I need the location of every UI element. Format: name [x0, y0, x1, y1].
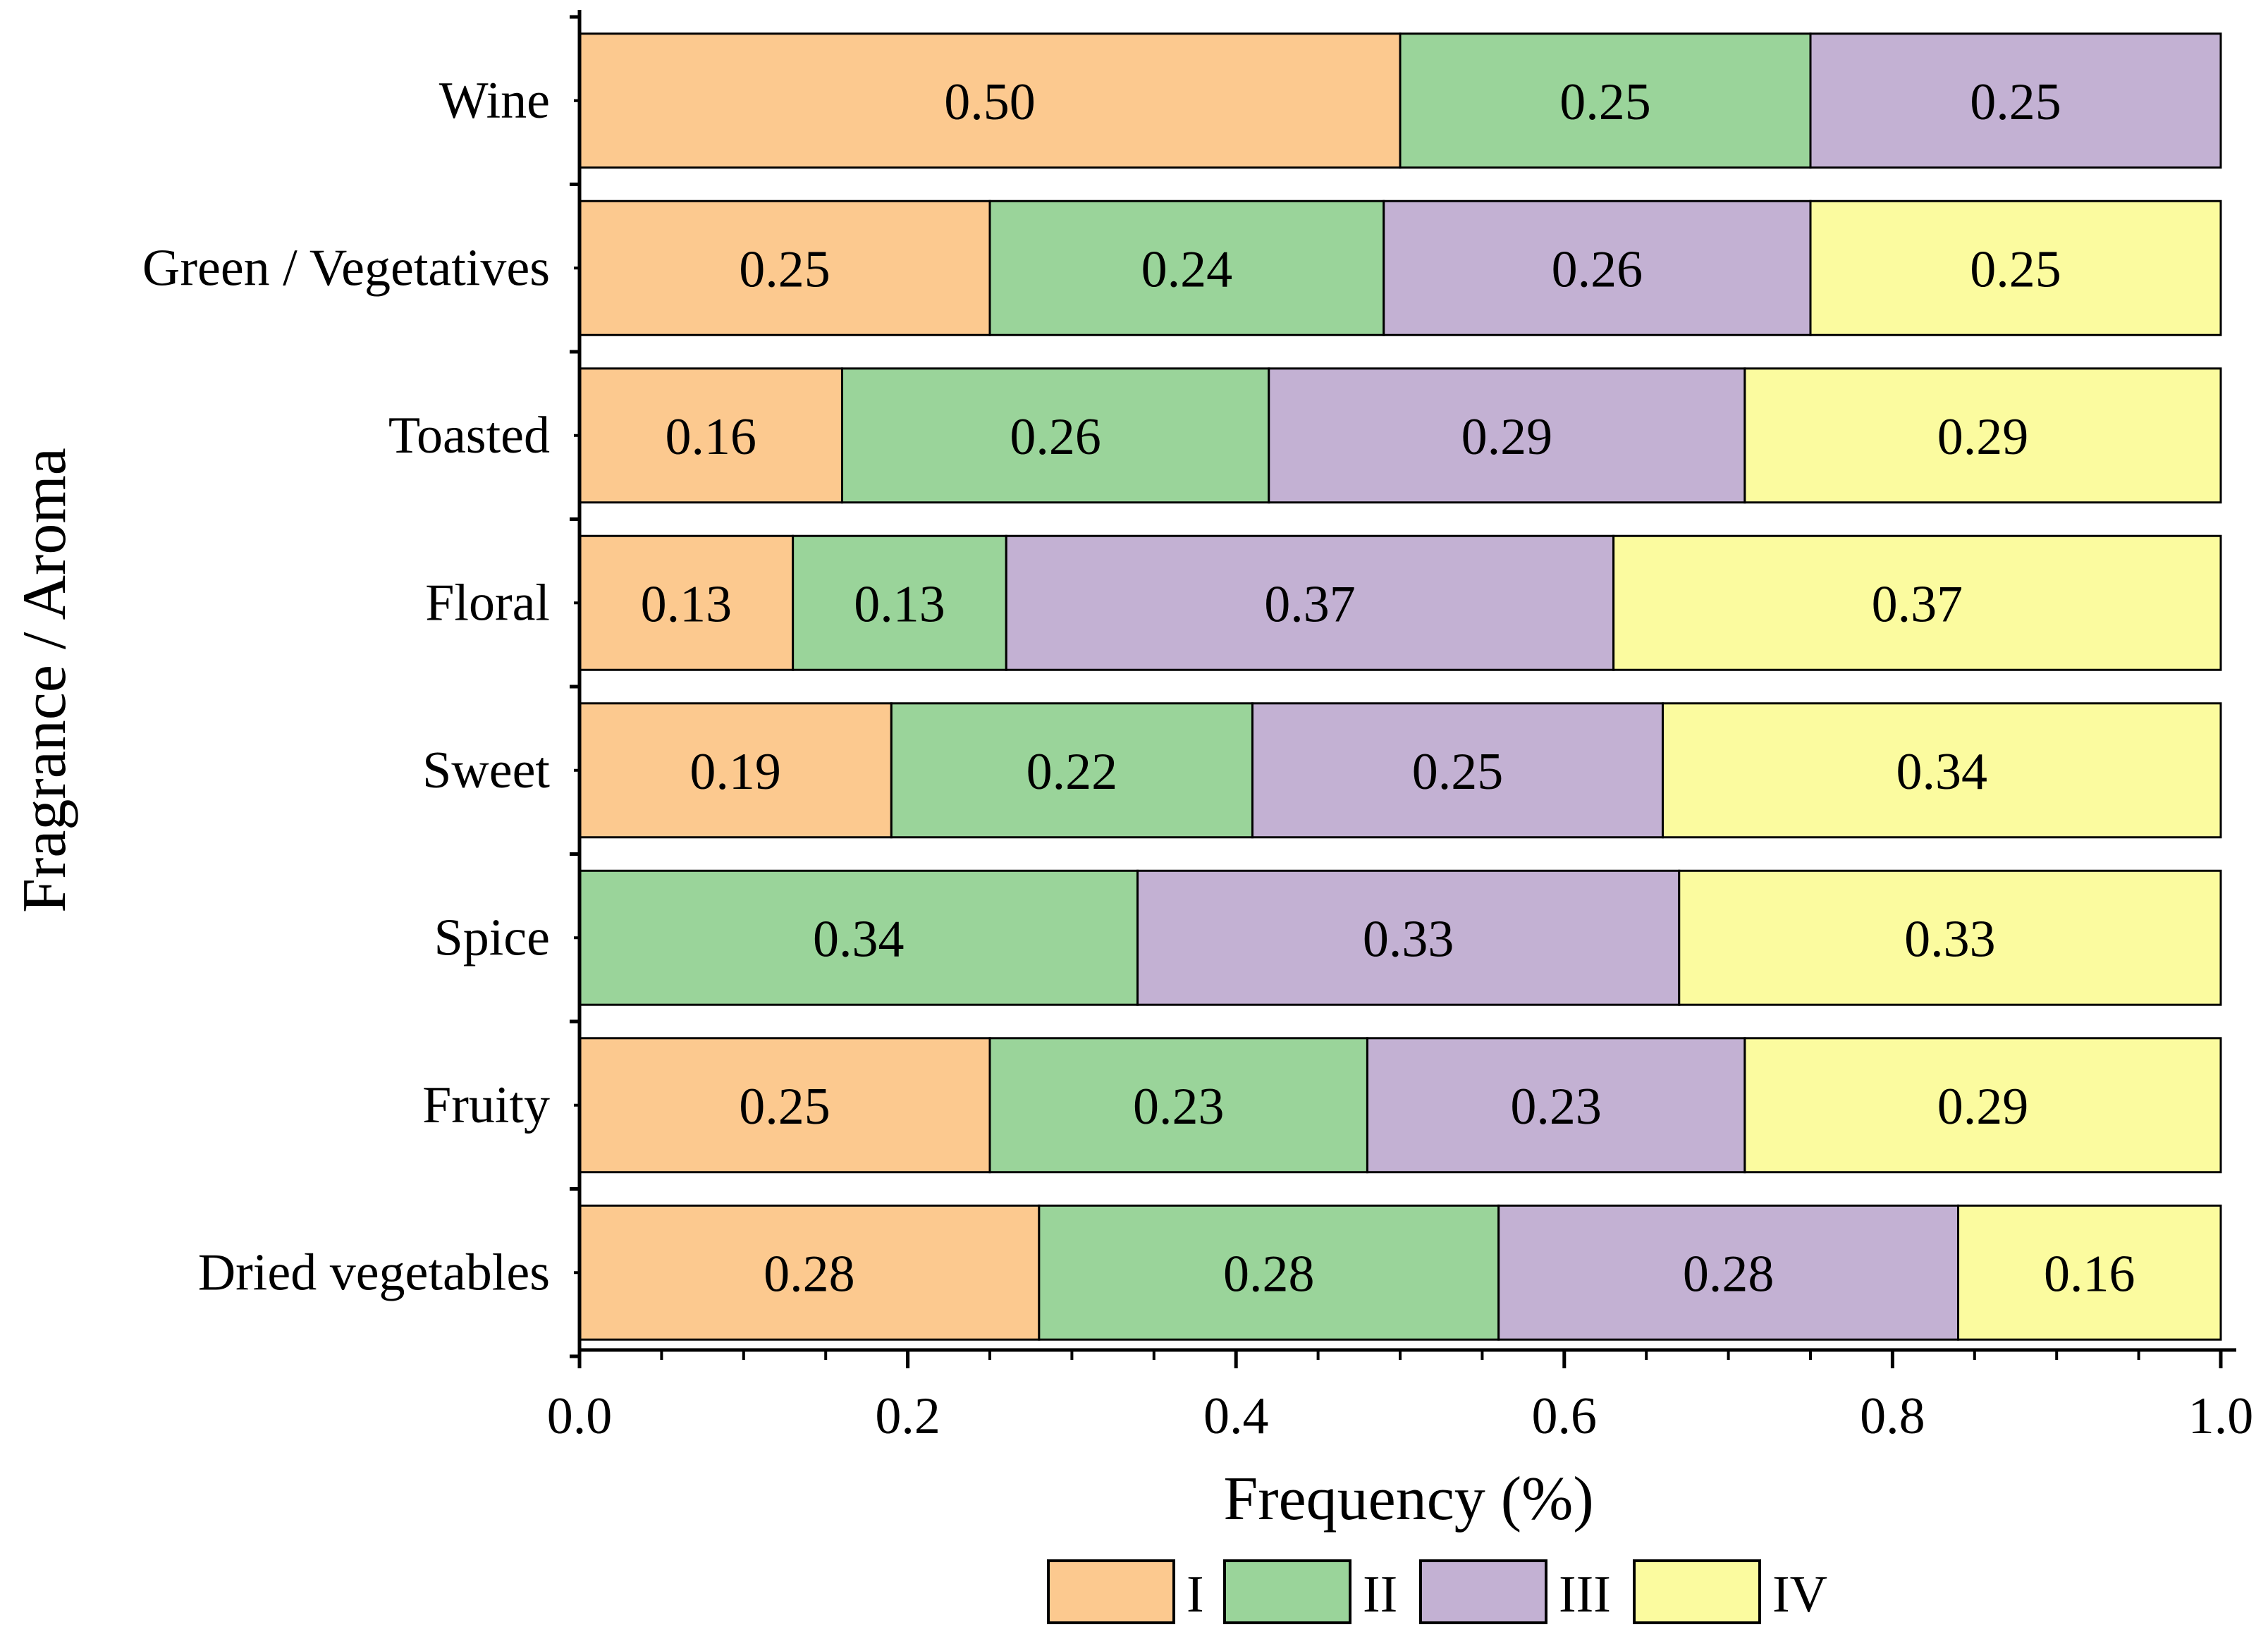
bar-segment [1809, 32, 2222, 169]
bar-segment [1399, 32, 1812, 169]
bar-value-label: 0.25 [1970, 240, 2061, 298]
bar-value-label: 0.28 [1223, 1245, 1315, 1303]
bar-segment [1366, 1037, 1746, 1174]
bar-value-label: 0.34 [1896, 743, 1987, 801]
bar-segment [578, 1037, 991, 1174]
bar-segment [1743, 1037, 2222, 1174]
category-label: Green / Vegetatives [142, 239, 550, 297]
bar-value-label: 0.37 [1872, 575, 1963, 633]
x-tick-label: 0.0 [547, 1387, 613, 1445]
category-label: Wine [439, 72, 550, 130]
category-label: Fruity [422, 1076, 550, 1134]
bar-value-label: 0.29 [1937, 408, 2029, 466]
bar-value-label: 0.25 [1559, 73, 1651, 131]
bar-value-label: 0.23 [1510, 1078, 1602, 1136]
category-label: Toasted [388, 407, 550, 465]
bar-segment [1661, 702, 2222, 839]
bar-segment [578, 199, 991, 336]
bar-value-label: 0.26 [1010, 408, 1101, 466]
bar-segment [840, 367, 1270, 504]
bar-value-label: 0.26 [1552, 240, 1643, 298]
legend: I II III IV [1047, 1559, 1827, 1624]
bar-segment [1612, 534, 2222, 671]
bar-value-label: 0.25 [739, 1078, 830, 1136]
bar-value-label: 0.29 [1461, 408, 1553, 466]
bar-value-label: 0.22 [1026, 743, 1118, 801]
legend-swatch [1633, 1559, 1761, 1624]
bar-value-label: 0.25 [1412, 743, 1504, 801]
bar-value-label: 0.16 [665, 408, 756, 466]
bar-segment [578, 1204, 1041, 1341]
x-axis-title: Frequency (%) [1223, 1465, 1593, 1533]
x-tick-label: 1.0 [2188, 1387, 2254, 1445]
legend-label: II [1363, 1566, 1397, 1623]
x-tick-label: 0.8 [1860, 1387, 1925, 1445]
bar-segment [1268, 367, 1746, 504]
bar-value-label: 0.28 [1683, 1245, 1774, 1303]
bar-segment [1957, 1204, 2222, 1341]
bar-value-label: 0.19 [689, 743, 781, 801]
category-label: Dried vegetables [198, 1244, 550, 1301]
bar-segment [1497, 1204, 1960, 1341]
bar-segment [792, 534, 1007, 671]
legend-label: III [1559, 1566, 1611, 1623]
bars-group [578, 32, 2222, 1341]
legend-label: IV [1772, 1566, 1827, 1623]
bar-value-label: 0.23 [1133, 1078, 1225, 1136]
bar-value-label: 0.25 [739, 240, 830, 298]
bar-segment [1383, 199, 1812, 336]
bar-value-label: 0.37 [1264, 575, 1356, 633]
legend-label: I [1187, 1566, 1204, 1623]
bar-value-label: 0.13 [854, 575, 945, 633]
legend-swatch [1047, 1559, 1175, 1624]
labels-group: 0.50 0.25 0.25 Wine 0.25 0.24 0.26 0.25 Green / … [11, 72, 2253, 1533]
x-tick-label: 0.6 [1532, 1387, 1598, 1445]
axes-group [570, 10, 2236, 1368]
bar-value-label: 0.24 [1141, 240, 1233, 298]
category-label: Spice [434, 909, 550, 966]
bar-value-label: 0.33 [1904, 910, 1996, 968]
bar-segment [1136, 869, 1681, 1006]
bar-segment [1743, 367, 2222, 504]
bar-value-label: 0.28 [764, 1245, 855, 1303]
bar-segment [578, 534, 795, 671]
bar-segment [988, 199, 1385, 336]
bar-segment [1005, 534, 1615, 671]
bar-value-label: 0.25 [1970, 73, 2061, 131]
legend-swatch [1223, 1559, 1351, 1624]
bar-segment [1678, 869, 2222, 1006]
bar-value-label: 0.13 [641, 575, 732, 633]
bar-value-label: 0.33 [1363, 910, 1454, 968]
bar-segment [1809, 199, 2222, 336]
bar-value-label: 0.29 [1937, 1078, 2029, 1136]
bar-segment [578, 32, 1402, 169]
bar-segment [890, 702, 1253, 839]
bar-segment [1251, 702, 1664, 839]
x-tick-label: 0.2 [875, 1387, 940, 1445]
bar-value-label: 0.50 [944, 73, 1036, 131]
x-tick-label: 0.4 [1203, 1387, 1269, 1445]
category-label: Sweet [422, 742, 550, 799]
bar-value-label: 0.16 [2044, 1245, 2135, 1303]
bar-segment [578, 869, 1139, 1006]
legend-swatch [1419, 1559, 1547, 1624]
bar-segment [1038, 1204, 1500, 1341]
bar-value-label: 0.34 [813, 910, 905, 968]
category-label: Floral [425, 574, 550, 632]
y-axis-title: Fragrance / Aroma [11, 448, 79, 913]
